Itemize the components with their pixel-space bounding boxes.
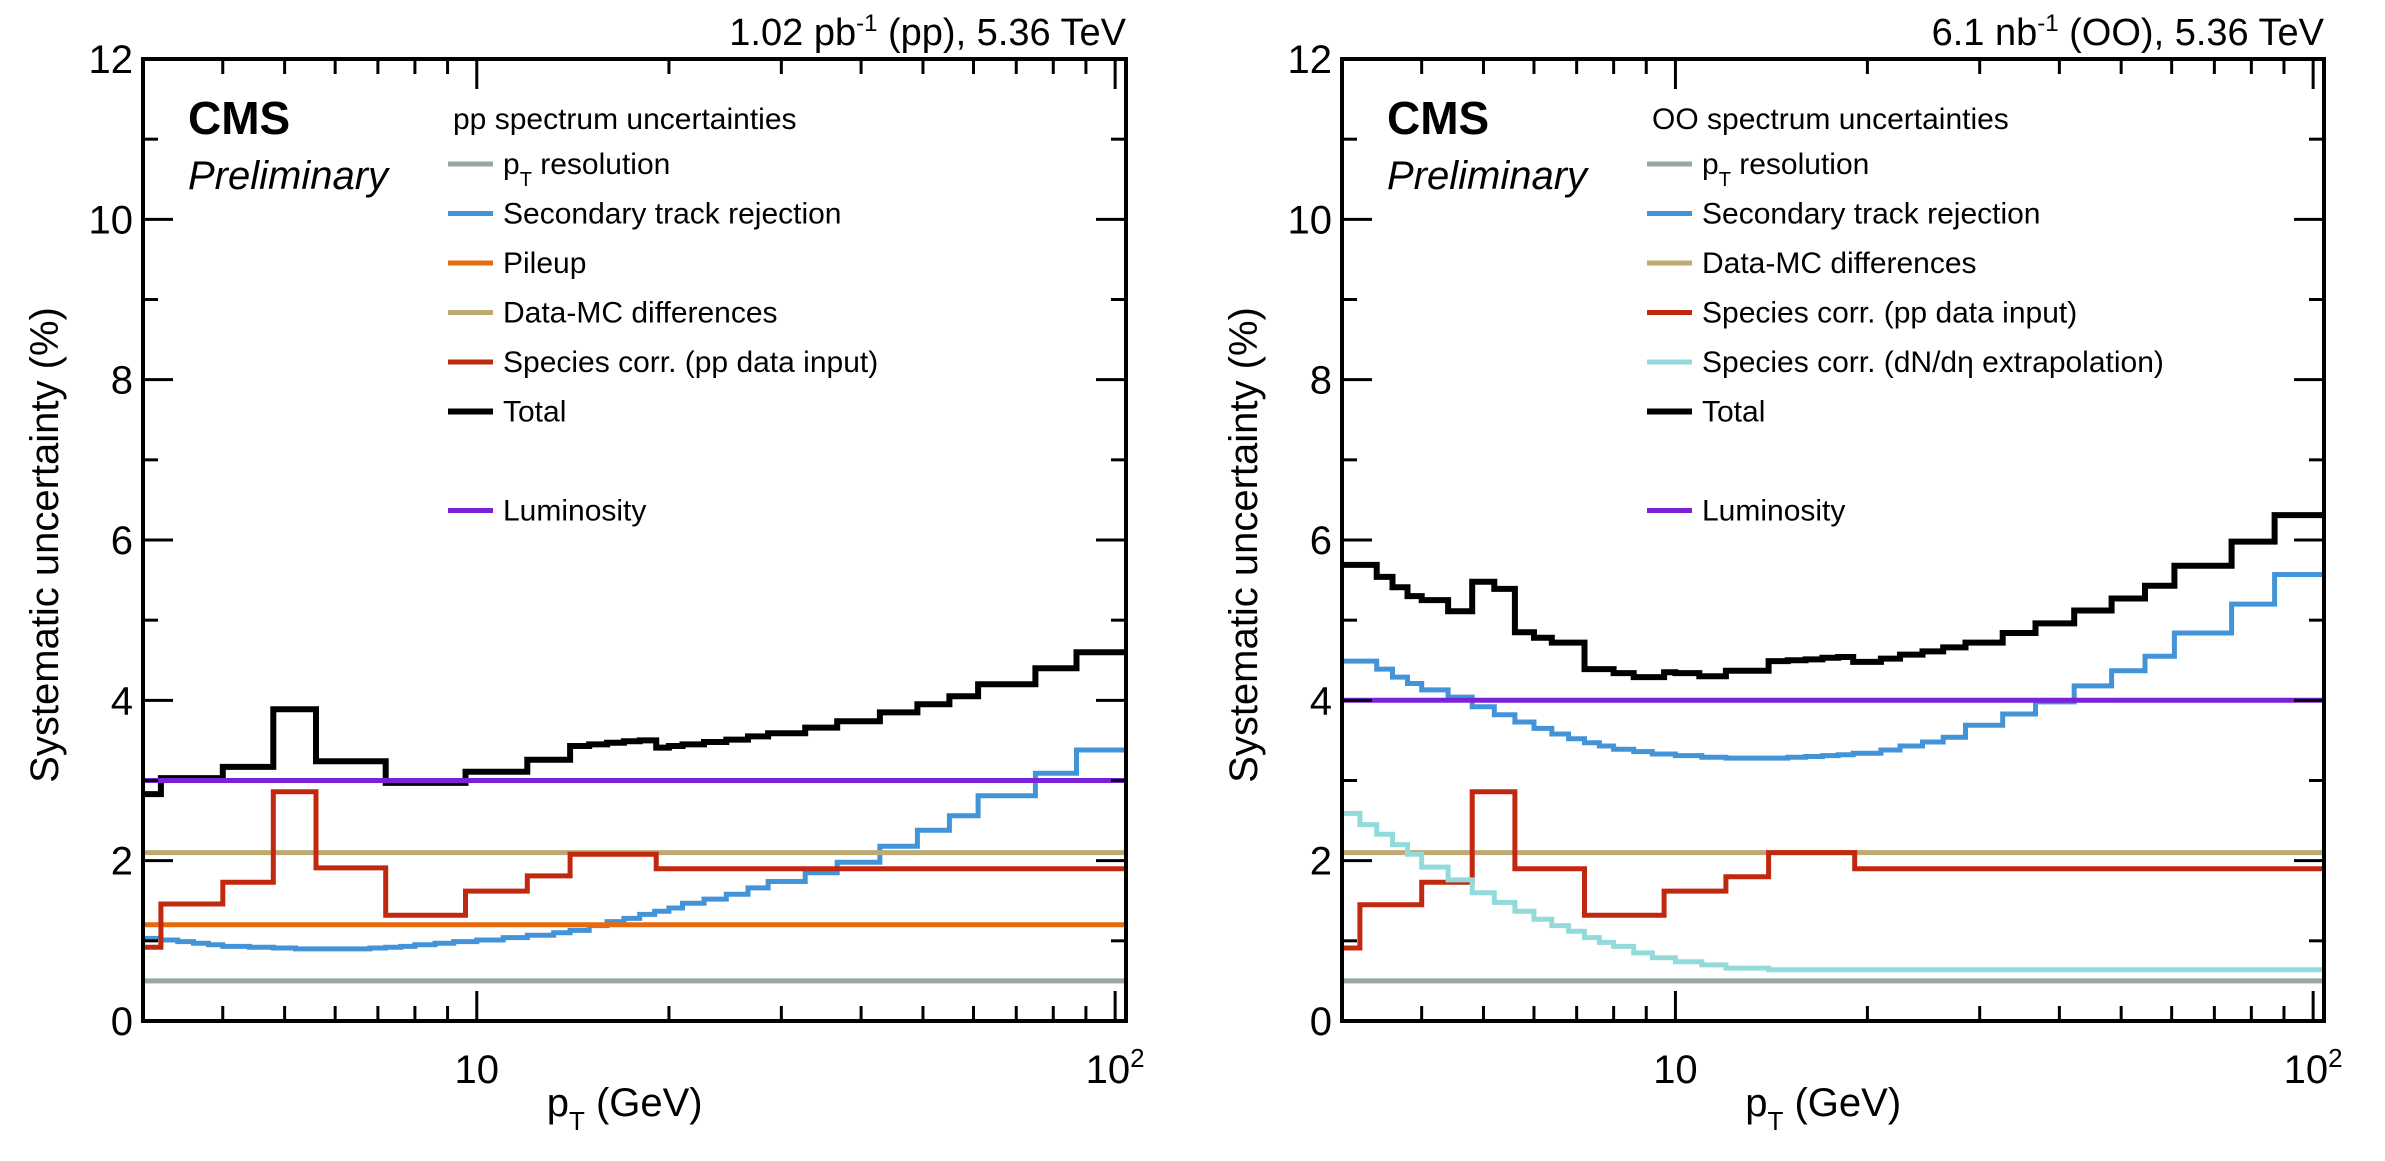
oo-legend-label-data-mc-differences: Data-MC differences — [1702, 247, 1977, 280]
oo-legend-label-species-corr-dn-d-extrapolation: Species corr. (dN/dη extrapolation) — [1702, 346, 2164, 379]
oo-legend-label-total: Total — [1702, 396, 1765, 429]
pp-xtick-label-sup: 2 — [1130, 1043, 1144, 1073]
pp-ytick-label: 0 — [111, 1000, 133, 1044]
oo-xtick-label-sup: 2 — [2328, 1043, 2342, 1073]
pp-legend-label-pileup: Pileup — [503, 247, 586, 280]
pp-legend-label-total: Total — [503, 396, 566, 429]
pp-legend-label-sub: T — [520, 169, 532, 191]
pp-xtick-label: 10 — [455, 1048, 500, 1092]
pp-uncertainty-panel: 1.02 pb-1 (pp), 5.36 TeV CMS Preliminary… — [23, 10, 1145, 1136]
pp-legend-label-data-mc-differences: Data-MC differences — [503, 297, 778, 330]
pp-header-lumi: 1.02 pb — [729, 12, 856, 54]
oo-yaxis-title: Systematic uncertainty (%) — [1222, 307, 1266, 783]
pp-header: 1.02 pb-1 (pp), 5.36 TeV — [729, 10, 1126, 54]
pp-header-rest: (pp), 5.36 TeV — [877, 12, 1126, 54]
pp-legend-label-p: p — [503, 148, 520, 181]
oo-xaxis-title-p: p — [1745, 1081, 1767, 1125]
oo-axis-ticks — [1340, 57, 2324, 1023]
pp-xaxis-title: pT (GeV) — [547, 1081, 703, 1136]
oo-legend-label-secondary-track-rejection: Secondary track rejection — [1702, 198, 2041, 231]
pp-ytick-label: 4 — [111, 679, 133, 723]
oo-ytick-label: 12 — [1288, 38, 1333, 82]
pp-ytick-label: 8 — [111, 359, 133, 403]
oo-curves — [1342, 512, 2324, 984]
pp-series-species-corr-pp-data-input — [143, 789, 1126, 950]
oo-legend-label-sub: T — [1719, 169, 1731, 191]
oo-series-secondary-track-rejection — [1342, 572, 2324, 761]
pp-legend-label-luminosity: Luminosity — [503, 495, 646, 528]
pp-ytick-label: 10 — [89, 198, 134, 242]
pp-xtick-label: 102 — [1086, 1043, 1145, 1092]
oo-legend-label-luminosity: Luminosity — [1702, 495, 1845, 528]
oo-uncertainty-panel: 6.1 nb-1 (OO), 5.36 TeV CMS Preliminary … — [1222, 10, 2343, 1136]
pp-xtick-label-base: 10 — [1086, 1048, 1131, 1092]
pp-legend: pT resolution Secondary track rejection Pi… — [448, 148, 878, 528]
pp-xtick-label-base: 10 — [455, 1048, 500, 1092]
oo-xaxis-title: pT (GeV) — [1745, 1081, 1901, 1136]
oo-xaxis-title-sub: T — [1767, 1106, 1783, 1136]
oo-legend: pT resolution Secondary track rejection Da… — [1647, 148, 2164, 528]
oo-header: 6.1 nb-1 (OO), 5.36 TeV — [1932, 10, 2325, 54]
pp-xaxis-title-p: p — [547, 1081, 569, 1125]
pp-ytick-label: 12 — [89, 38, 134, 82]
oo-legend-label-rest: resolution — [1731, 148, 1869, 181]
oo-series-species-corr-pp-data-input — [1342, 789, 2324, 951]
oo-legend-label-pt-resolution: pT resolution — [1702, 148, 1869, 191]
pp-xaxis-title-unit: (GeV) — [585, 1081, 703, 1125]
oo-cms-label: CMS — [1387, 92, 1489, 144]
oo-header-lumi: 6.1 nb — [1932, 12, 2038, 54]
oo-xaxis-title-unit: (GeV) — [1783, 1081, 1901, 1125]
oo-ytick-label: 4 — [1310, 679, 1332, 723]
oo-xtick-label: 10 — [1653, 1048, 1698, 1092]
pp-cms-label: CMS — [188, 92, 290, 144]
oo-series-total — [1342, 512, 2324, 681]
pp-axis-ticks — [141, 57, 1126, 1023]
oo-series-species-corr-dn-d-extrapolation — [1342, 810, 2324, 973]
oo-xtick-label: 102 — [2284, 1043, 2343, 1092]
oo-legend-label-species-corr-pp-data-input: Species corr. (pp data input) — [1702, 297, 2077, 330]
oo-xtick-label-base: 10 — [1653, 1048, 1698, 1092]
pp-legend-title: pp spectrum uncertainties — [453, 103, 797, 136]
pp-series-secondary-track-rejection — [143, 747, 1126, 952]
oo-ytick-label: 2 — [1310, 840, 1332, 884]
oo-preliminary-label: Preliminary — [1387, 154, 1590, 198]
pp-ytick-label: 2 — [111, 840, 133, 884]
oo-xtick-label-base: 10 — [2284, 1048, 2329, 1092]
pp-series-total — [143, 649, 1126, 798]
pp-legend-label-rest: resolution — [532, 148, 670, 181]
pp-ytick-label: 6 — [111, 519, 133, 563]
pp-yaxis-title: Systematic uncertainty (%) — [23, 307, 67, 783]
pp-legend-label-pt-resolution: pT resolution — [503, 148, 670, 191]
oo-legend-label-p: p — [1702, 148, 1719, 181]
pp-legend-label-secondary-track-rejection: Secondary track rejection — [503, 198, 842, 231]
pp-curves — [143, 649, 1126, 984]
pp-preliminary-label: Preliminary — [188, 154, 391, 198]
oo-ytick-label: 8 — [1310, 359, 1332, 403]
oo-ytick-label: 10 — [1288, 198, 1333, 242]
oo-legend-title: OO spectrum uncertainties — [1652, 103, 2009, 136]
pp-xaxis-title-sub: T — [569, 1106, 585, 1136]
pp-header-lumi-sup: -1 — [856, 10, 877, 37]
oo-header-rest: (OO), 5.36 TeV — [2059, 12, 2325, 54]
oo-ytick-label: 0 — [1310, 1000, 1332, 1044]
oo-header-lumi-sup: -1 — [2037, 10, 2058, 37]
pp-legend-label-species-corr-pp-data-input: Species corr. (pp data input) — [503, 346, 878, 379]
oo-ytick-label: 6 — [1310, 519, 1332, 563]
